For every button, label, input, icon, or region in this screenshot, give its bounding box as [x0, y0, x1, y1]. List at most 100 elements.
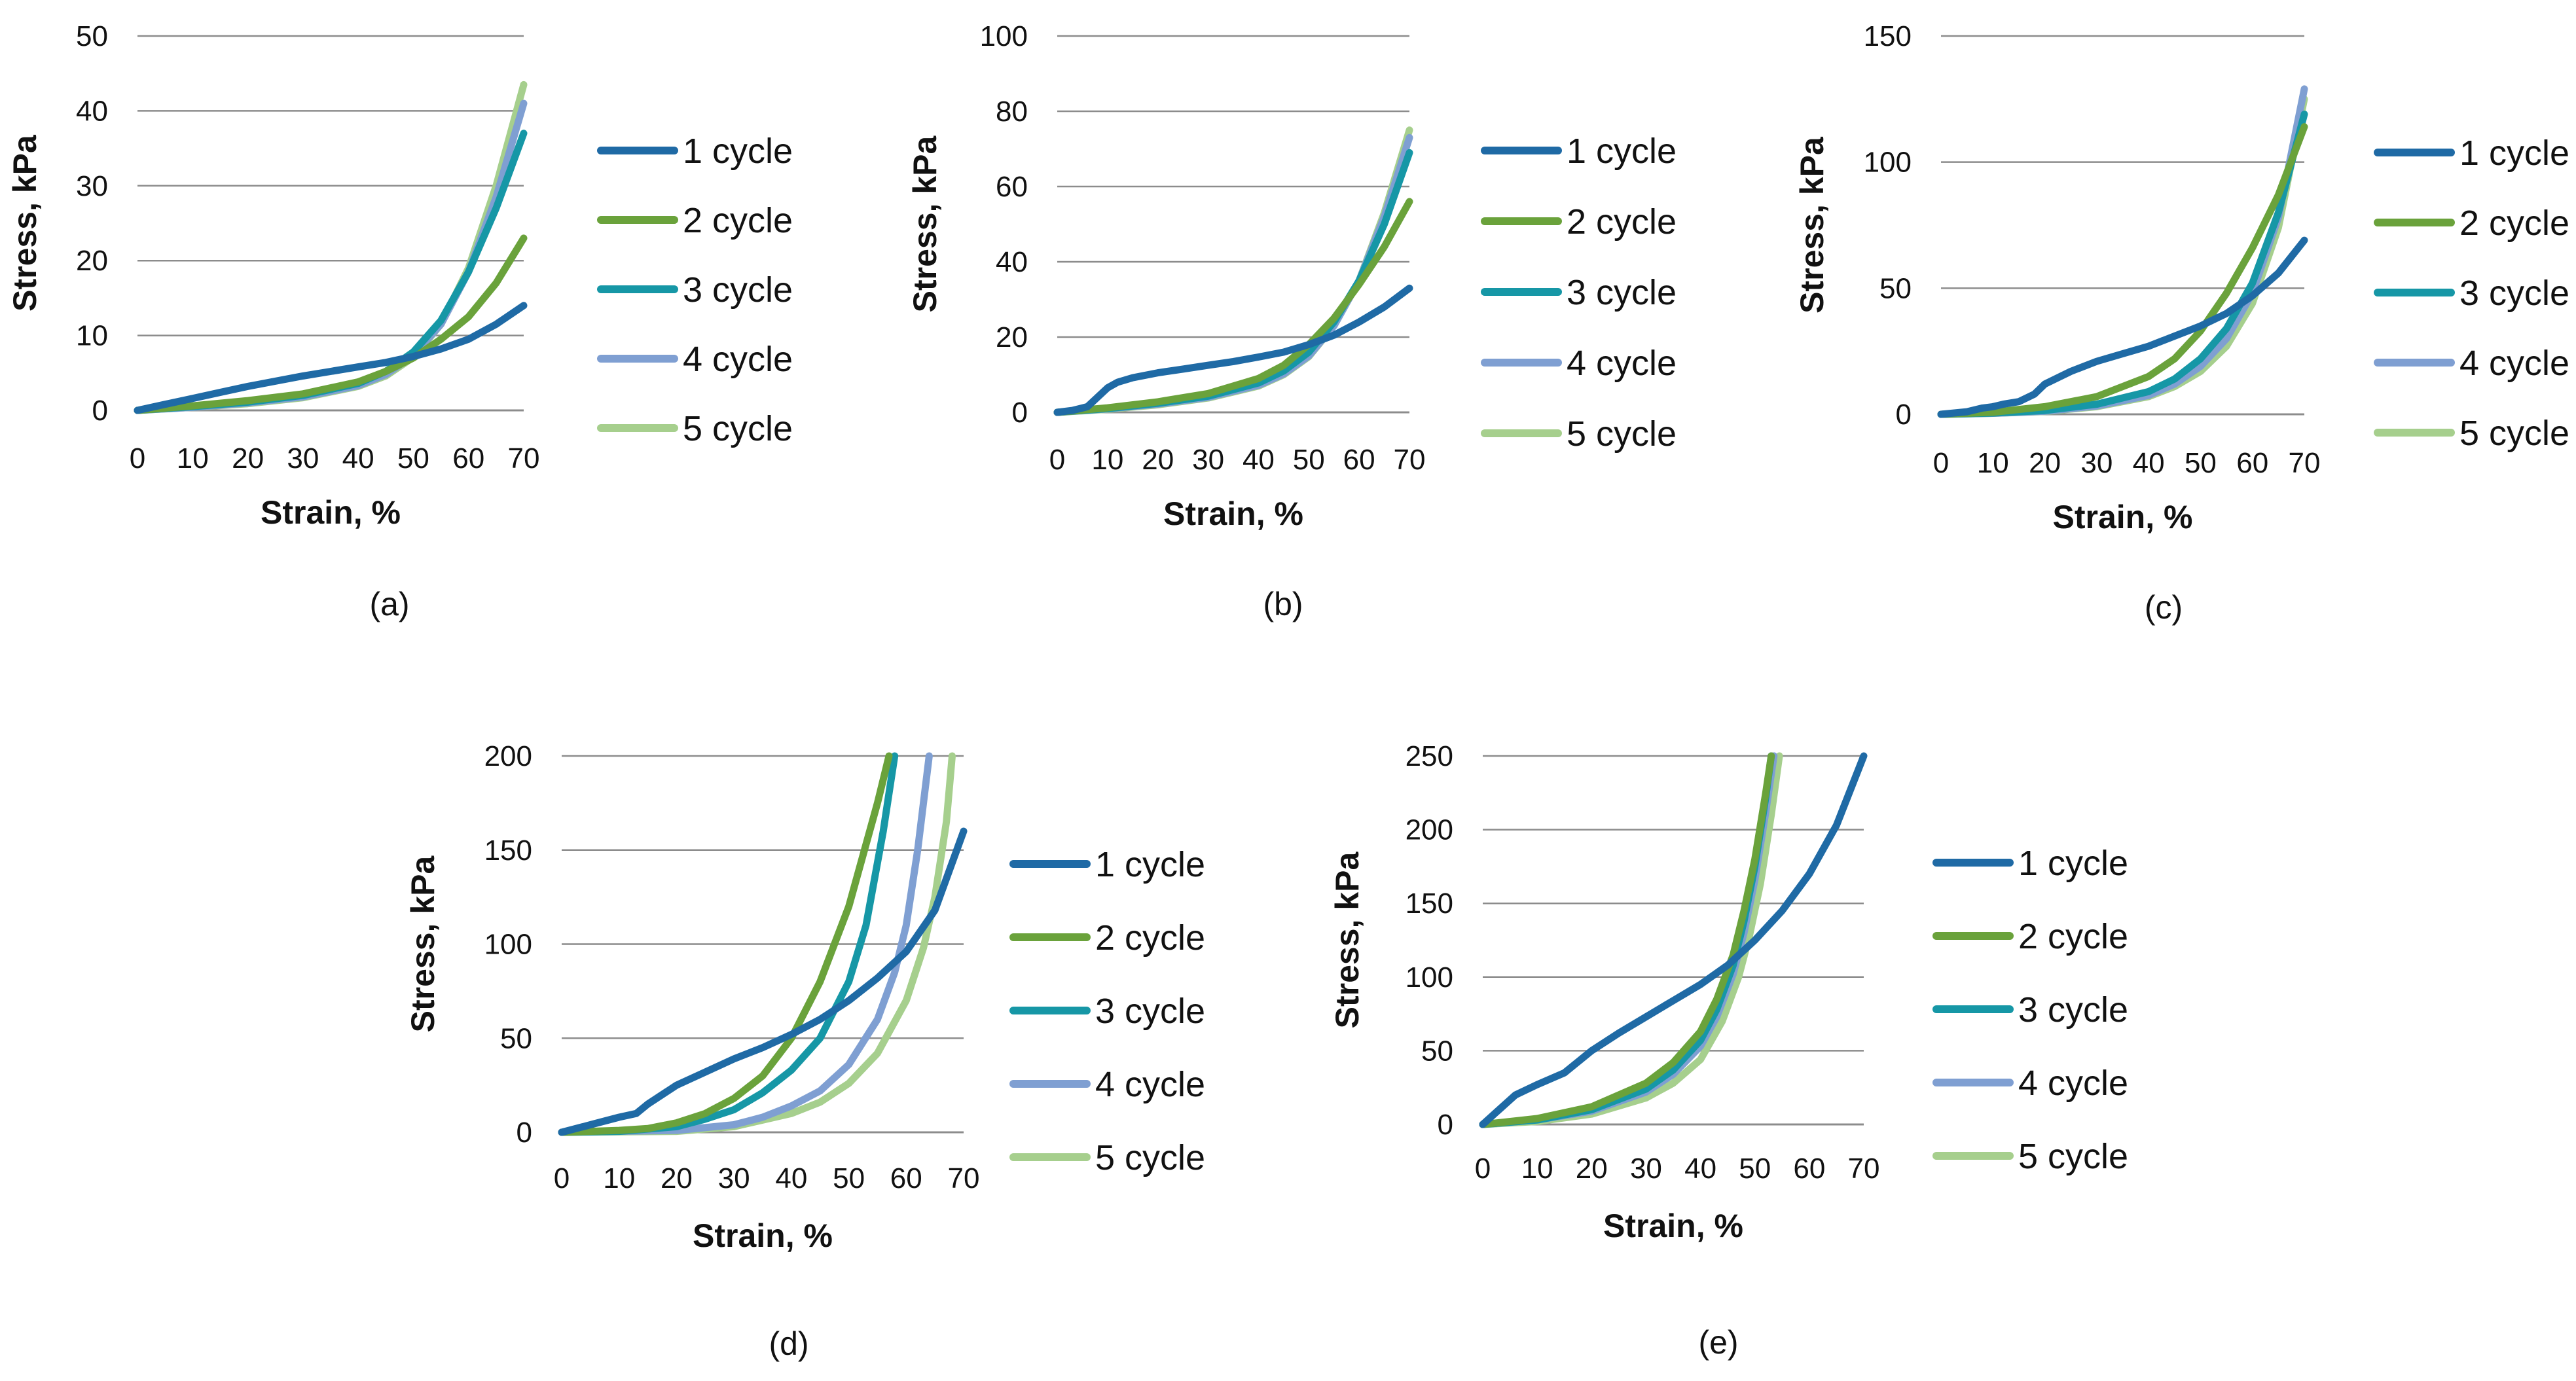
- chart-panel: 0 20 40 60 80 100 0 10 20 30 40 50 60 70 Strain, % Stre…: [907, 20, 1677, 622]
- x-tick-label: 30: [1192, 444, 1224, 476]
- series-line: [1937, 123, 2308, 418]
- y-tick-label: 0: [1438, 1109, 1453, 1141]
- legend-label: 1 cycle: [1567, 132, 1677, 171]
- legend-label: 3 cycle: [683, 270, 793, 310]
- series-line: [1479, 752, 1868, 1128]
- legend-label: 1 cycle: [2459, 134, 2569, 173]
- x-axis-title: Strain, %: [1603, 1208, 1743, 1244]
- x-tick-label: 20: [1576, 1153, 1608, 1185]
- chart-panel: 0 50 100 150 200 250 0 10 20 30 40 50 60 70 Strain, % S…: [1329, 740, 2128, 1361]
- legend-label: 3 cycle: [2018, 990, 2128, 1030]
- y-tick-label: 150: [484, 834, 532, 867]
- x-tick-label: 50: [397, 442, 429, 475]
- y-tick-label: 0: [1012, 397, 1028, 429]
- series-line: [134, 234, 528, 414]
- panel-label: (c): [2145, 589, 2183, 626]
- chart-panel: 0 50 100 150 0 10 20 30 40 50 60 70 Strain, % Stress,…: [1794, 20, 2569, 626]
- y-tick-label: 150: [1864, 20, 1912, 52]
- y-tick-label: 40: [996, 246, 1028, 278]
- x-tick-label: 20: [661, 1162, 693, 1194]
- x-tick-label: 60: [2236, 447, 2268, 479]
- x-tick-label: 50: [1739, 1153, 1771, 1185]
- legend-label: 4 cycle: [2459, 344, 2569, 383]
- y-tick-label: 150: [1406, 888, 1453, 920]
- x-tick-label: 0: [554, 1162, 570, 1194]
- legend-label: 1 cycle: [2018, 844, 2128, 883]
- x-tick-label: 10: [177, 442, 209, 475]
- panel-label: (d): [769, 1325, 808, 1362]
- x-tick-label: 10: [1977, 447, 2009, 479]
- y-tick-label: 100: [484, 929, 532, 961]
- series-line: [1053, 284, 1413, 416]
- x-tick-label: 70: [508, 442, 540, 475]
- y-tick-label: 10: [76, 320, 108, 352]
- x-tick-label: 0: [1475, 1153, 1491, 1185]
- x-axis-title: Strain, %: [693, 1217, 833, 1254]
- series-line: [1937, 111, 2308, 418]
- legend-label: 5 cycle: [683, 409, 793, 448]
- legend-label: 4 cycle: [2018, 1064, 2128, 1103]
- x-tick-label: 40: [1684, 1153, 1716, 1185]
- y-axis-title: Stress, kPa: [907, 135, 943, 312]
- legend-label: 2 cycle: [2018, 917, 2128, 956]
- y-tick-label: 80: [996, 96, 1028, 128]
- legend-label: 3 cycle: [1095, 992, 1205, 1031]
- y-tick-label: 30: [76, 170, 108, 202]
- y-axis-title: Stress, kPa: [1794, 136, 1830, 314]
- series-line: [134, 99, 528, 414]
- y-tick-label: 0: [1896, 399, 1912, 431]
- legend-label: 4 cycle: [1095, 1065, 1205, 1104]
- panel-label: (b): [1263, 586, 1303, 622]
- x-tick-label: 10: [1521, 1153, 1553, 1185]
- x-tick-label: 50: [833, 1162, 865, 1194]
- chart-panel: 0 10 20 30 40 50 0 10 20 30 40 50 60 70 Strain, % Stres…: [7, 20, 793, 622]
- panel-label: (e): [1698, 1324, 1738, 1361]
- legend-label: 4 cycle: [1567, 344, 1677, 383]
- y-tick-label: 60: [996, 171, 1028, 203]
- x-tick-label: 40: [342, 442, 374, 475]
- x-tick-label: 60: [452, 442, 484, 475]
- legend-label: 5 cycle: [2018, 1137, 2128, 1176]
- legend-label: 2 cycle: [2459, 204, 2569, 243]
- legend-label: 1 cycle: [683, 132, 793, 171]
- y-axis-title: Stress, kPa: [1329, 851, 1366, 1028]
- series-line: [1479, 752, 1778, 1128]
- series-line: [1479, 752, 1775, 1128]
- x-tick-label: 40: [2133, 447, 2165, 479]
- legend-label: 5 cycle: [1095, 1138, 1205, 1177]
- series-line: [1053, 134, 1413, 416]
- x-tick-label: 30: [2080, 447, 2113, 479]
- x-tick-label: 60: [1343, 444, 1375, 476]
- x-tick-label: 60: [890, 1162, 922, 1194]
- series-line: [558, 752, 893, 1136]
- x-tick-label: 0: [1049, 444, 1065, 476]
- x-axis-title: Strain, %: [2053, 499, 2193, 535]
- y-tick-label: 50: [1879, 272, 1912, 304]
- legend-label: 5 cycle: [2459, 414, 2569, 453]
- series-line: [1479, 752, 1775, 1128]
- y-tick-label: 20: [996, 321, 1028, 353]
- series-line: [1937, 236, 2308, 418]
- y-tick-label: 50: [500, 1022, 532, 1054]
- x-tick-label: 20: [232, 442, 264, 475]
- x-tick-label: 60: [1793, 1153, 1825, 1185]
- x-tick-label: 70: [1394, 444, 1426, 476]
- y-tick-label: 50: [1421, 1035, 1453, 1067]
- x-tick-label: 50: [2185, 447, 2217, 479]
- y-tick-label: 40: [76, 95, 108, 127]
- series-line: [558, 827, 968, 1136]
- legend-label: 2 cycle: [1095, 918, 1205, 958]
- legend-label: 2 cycle: [683, 201, 793, 240]
- y-tick-label: 20: [76, 245, 108, 277]
- x-axis-title: Strain, %: [261, 494, 401, 531]
- y-tick-label: 50: [76, 20, 108, 52]
- legend-label: 1 cycle: [1095, 845, 1205, 884]
- legend-label: 3 cycle: [1567, 273, 1677, 312]
- y-tick-label: 100: [1864, 147, 1912, 179]
- y-tick-label: 0: [92, 395, 108, 427]
- series-line: [558, 752, 933, 1136]
- x-tick-label: 40: [1243, 444, 1275, 476]
- x-tick-label: 30: [718, 1162, 750, 1194]
- x-tick-label: 30: [287, 442, 319, 475]
